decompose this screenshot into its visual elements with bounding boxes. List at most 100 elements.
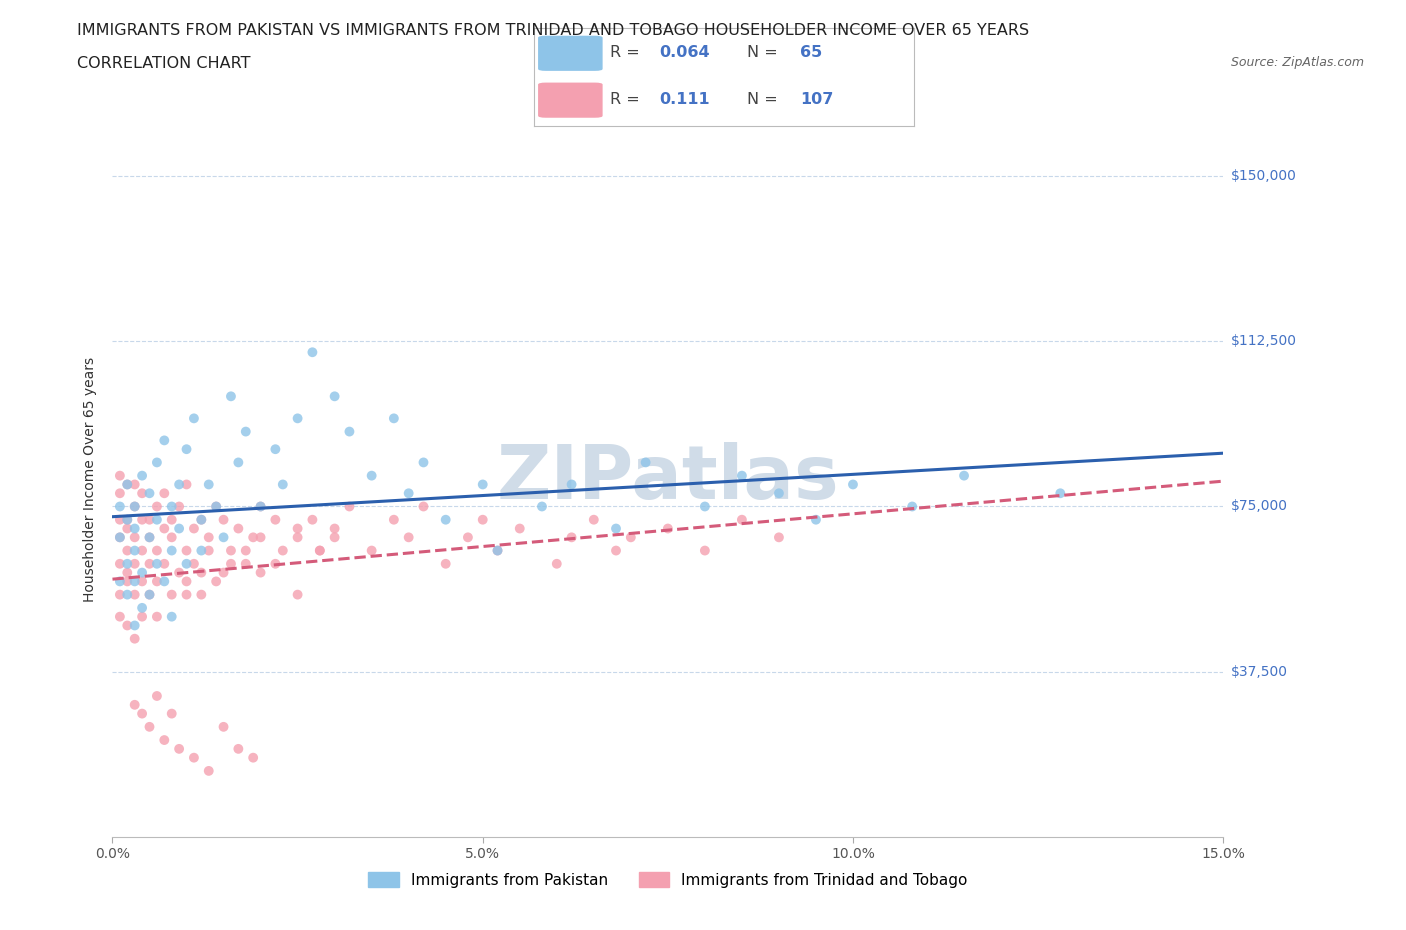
Point	[153, 556, 176, 571]
Point	[212, 565, 235, 580]
Point	[235, 424, 257, 439]
Point	[360, 543, 382, 558]
Point	[271, 477, 294, 492]
Point	[693, 499, 716, 514]
Point	[183, 556, 205, 571]
Point	[768, 530, 790, 545]
Point	[605, 543, 627, 558]
Point	[167, 565, 190, 580]
Point	[264, 512, 287, 527]
Point	[108, 530, 131, 545]
Y-axis label: Householder Income Over 65 years: Householder Income Over 65 years	[83, 356, 97, 602]
Point	[434, 512, 457, 527]
Point	[530, 499, 553, 514]
Point	[146, 609, 169, 624]
Point	[271, 543, 294, 558]
Point	[153, 485, 176, 500]
Point	[582, 512, 605, 527]
Point	[264, 442, 287, 457]
Point	[146, 688, 169, 703]
Point	[398, 485, 420, 500]
Point	[124, 477, 146, 492]
Point	[117, 477, 139, 492]
Point	[731, 468, 754, 483]
Text: $75,000: $75,000	[1230, 499, 1288, 513]
Text: N =: N =	[747, 92, 783, 107]
Point	[412, 455, 434, 470]
Point	[108, 587, 131, 602]
Point	[160, 609, 183, 624]
Point	[124, 499, 146, 514]
Text: 0.111: 0.111	[659, 92, 710, 107]
Point	[138, 530, 160, 545]
Point	[561, 477, 583, 492]
Point	[731, 512, 754, 527]
Point	[183, 521, 205, 536]
Point	[228, 741, 250, 756]
Point	[176, 587, 198, 602]
Point	[146, 556, 169, 571]
Text: ZIPatlas: ZIPatlas	[496, 443, 839, 515]
Point	[108, 556, 131, 571]
Text: CORRELATION CHART: CORRELATION CHART	[77, 56, 250, 71]
Point	[249, 499, 271, 514]
Point	[264, 556, 287, 571]
Point	[323, 530, 346, 545]
Point	[212, 530, 235, 545]
Point	[131, 574, 153, 589]
Point	[219, 543, 242, 558]
Point	[228, 455, 250, 470]
Legend: Immigrants from Pakistan, Immigrants from Trinidad and Tobago: Immigrants from Pakistan, Immigrants fro…	[361, 866, 974, 894]
Point	[953, 468, 976, 483]
Point	[117, 574, 139, 589]
Text: $37,500: $37,500	[1230, 665, 1288, 679]
Point	[249, 565, 271, 580]
Point	[108, 468, 131, 483]
Point	[160, 530, 183, 545]
Point	[457, 530, 479, 545]
Point	[190, 512, 212, 527]
Point	[124, 530, 146, 545]
Point	[287, 521, 309, 536]
Point	[235, 543, 257, 558]
Point	[124, 587, 146, 602]
Point	[146, 512, 169, 527]
Point	[339, 424, 361, 439]
Point	[124, 698, 146, 712]
Point	[167, 741, 190, 756]
Point	[117, 543, 139, 558]
Point	[131, 706, 153, 721]
Point	[131, 601, 153, 616]
Point	[768, 485, 790, 500]
Point	[1049, 485, 1071, 500]
Point	[131, 485, 153, 500]
Point	[176, 556, 198, 571]
Point	[117, 618, 139, 633]
Point	[323, 389, 346, 404]
Point	[398, 530, 420, 545]
Point	[124, 618, 146, 633]
Point	[301, 345, 323, 360]
Point	[138, 587, 160, 602]
Point	[138, 720, 160, 735]
Point	[804, 512, 827, 527]
Point	[486, 543, 509, 558]
Point	[146, 574, 169, 589]
Point	[167, 499, 190, 514]
Point	[176, 543, 198, 558]
Point	[382, 411, 405, 426]
Point	[117, 521, 139, 536]
Text: 107: 107	[800, 92, 834, 107]
Point	[108, 512, 131, 527]
Point	[471, 477, 494, 492]
Point	[212, 512, 235, 527]
Point	[153, 521, 176, 536]
Point	[138, 485, 160, 500]
Point	[131, 609, 153, 624]
Point	[117, 512, 139, 527]
Point	[146, 543, 169, 558]
Point	[634, 455, 657, 470]
Point	[249, 530, 271, 545]
Point	[219, 389, 242, 404]
Point	[228, 521, 250, 536]
